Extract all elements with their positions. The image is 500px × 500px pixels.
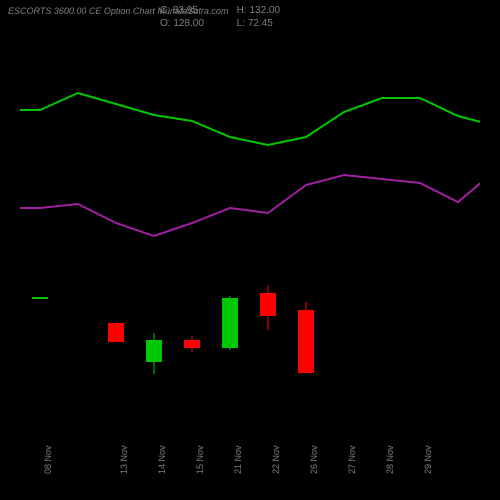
x-tick-label: 08 Nov [43, 445, 63, 474]
chart-container: { "title": "ESCORTS 3600.00 CE Option Ch… [0, 0, 500, 500]
chart-svg [20, 40, 480, 420]
x-tick-label: 14 Nov [157, 445, 177, 474]
x-tick-label: 26 Nov [309, 445, 329, 474]
x-tick-label: 22 Nov [271, 445, 291, 474]
ohlc-high: H: 132.00 [237, 4, 297, 17]
x-tick-label: 13 Nov [119, 445, 139, 474]
ohlc-low: L: 72.45 [237, 17, 297, 30]
ohlc-display: C: 83.95 H: 132.00 O: 128.00 L: 72.45 [160, 4, 297, 30]
ohlc-close: C: 83.95 [160, 4, 220, 17]
x-axis-labels: 08 Nov 13 Nov 14 Nov 15 Nov 21 Nov 22 Nov 26 N… [20, 424, 480, 494]
x-tick-label: 27 Nov [347, 445, 367, 474]
ohlc-open: O: 128.00 [160, 17, 220, 30]
x-tick-label: 28 Nov [385, 445, 405, 474]
x-tick-label: 15 Nov [195, 445, 215, 474]
x-tick-label: 29 Nov [423, 445, 443, 474]
chart-plot-area [20, 40, 480, 420]
x-tick-label: 21 Nov [233, 445, 253, 474]
